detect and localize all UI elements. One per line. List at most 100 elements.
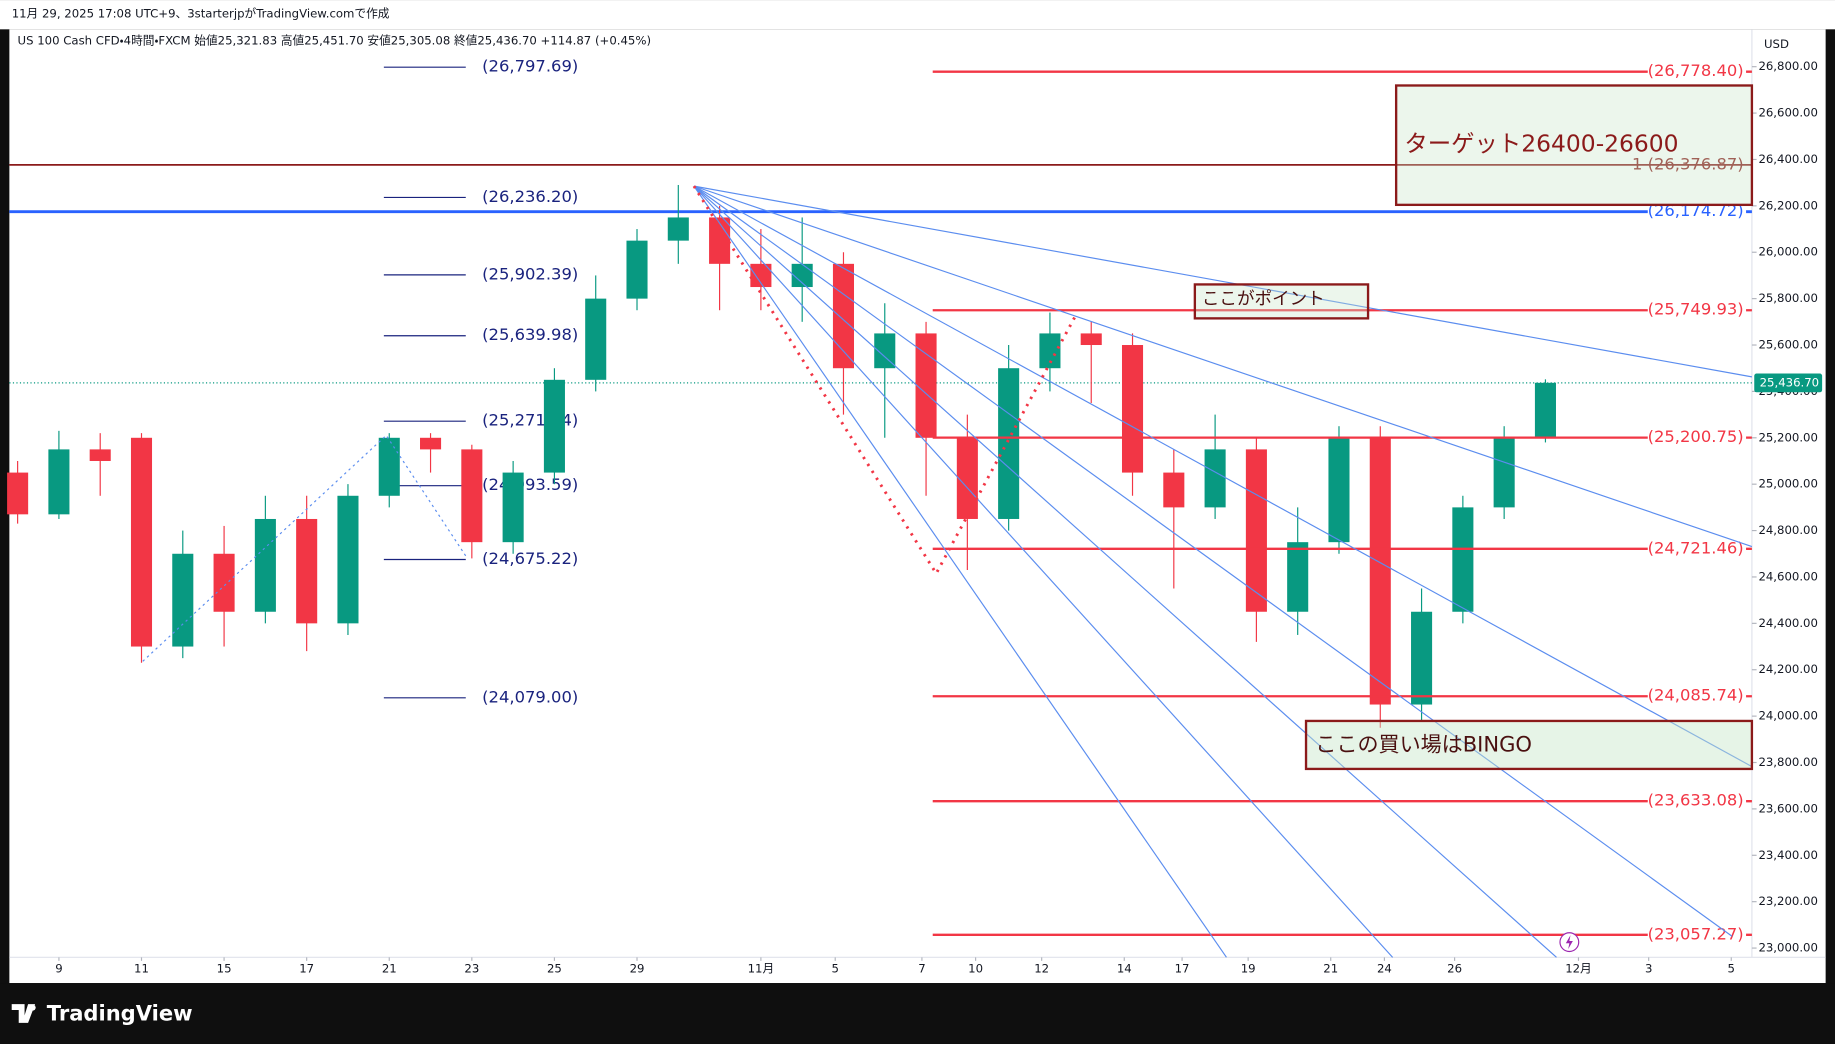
y-tick-label: 24,000.00: [1758, 709, 1817, 723]
candle-body: [1493, 437, 1515, 508]
candle-body: [667, 217, 689, 241]
label-bg: [1647, 299, 1747, 321]
y-tick-label: 23,800.00: [1758, 755, 1817, 769]
candle-body: [832, 263, 855, 369]
x-tick-label: 17: [1175, 962, 1190, 976]
fib-level-label: (25,902.39): [482, 264, 578, 283]
y-tick-label: 26,000.00: [1758, 245, 1817, 259]
x-tick-label: 10: [968, 962, 983, 976]
x-tick-label: 3: [1645, 962, 1652, 976]
x-tick-label: 11月: [748, 962, 775, 976]
label-bg: [1647, 685, 1747, 707]
candle-body: [1245, 449, 1267, 612]
fan-line: [693, 185, 1753, 548]
bingo-box: [1304, 719, 1754, 771]
candle-body: [1452, 507, 1474, 612]
x-tick-label: 29: [630, 962, 645, 976]
label-bg: [1647, 538, 1747, 560]
x-tick-label: 7: [918, 962, 925, 976]
candle-body: [1163, 472, 1185, 508]
y-tick-label: 24,600.00: [1758, 569, 1817, 583]
x-tick-label: 5: [831, 962, 838, 976]
fib-level-label: (24,993.59): [482, 475, 578, 494]
candle-body: [130, 437, 153, 647]
candle-body: [378, 437, 400, 496]
candle-body: [874, 333, 896, 369]
x-tick-label: 15: [217, 962, 232, 976]
y-tick-label: 24,200.00: [1758, 662, 1817, 676]
fib-level-label: (24,675.22): [482, 549, 578, 568]
candle-body: [1534, 382, 1556, 438]
level-label: (24,085.74): [1648, 686, 1744, 705]
annotation: ターゲット26400-26600: [1404, 130, 1678, 158]
candle-body: [543, 379, 565, 473]
event-icon-glyph: [1565, 935, 1573, 950]
point-box: [1193, 283, 1370, 320]
x-tick-label: 21: [382, 962, 397, 976]
blue-dotted-path: [142, 434, 467, 662]
candle-body: [7, 472, 29, 515]
fan-line: [693, 185, 1753, 378]
fan-line: [693, 185, 1227, 958]
candle-body: [172, 553, 194, 647]
candle-body: [1369, 437, 1391, 705]
caption: 11月 29, 2025 17:08 UTC+9、3starterjpがTrad…: [12, 7, 390, 21]
candle-body: [1121, 345, 1144, 473]
fan-line: [693, 185, 1733, 937]
y-tick-label: 26,200.00: [1758, 198, 1817, 212]
label-bg: [1647, 427, 1747, 449]
trend-fan: [693, 185, 1753, 958]
x-tick-label: 17: [299, 962, 314, 976]
annotation: ここがポイント: [1202, 290, 1325, 310]
candle-body: [1204, 449, 1226, 508]
level-label: (24,721.46): [1648, 538, 1744, 557]
brand-logo-dot: [29, 1004, 36, 1011]
fib-level-label: (26,236.20): [482, 187, 578, 206]
candle-body: [915, 333, 937, 438]
x-tick-label: 11: [134, 962, 149, 976]
target-box: [1394, 84, 1754, 207]
y-tick-label: 23,400.00: [1758, 848, 1817, 862]
y-tick-label: 26,400.00: [1758, 152, 1817, 166]
candle-body: [1039, 333, 1061, 369]
y-tick-label: 25,800.00: [1758, 291, 1817, 305]
last-price-label: 25,436.70: [1760, 375, 1819, 389]
x-tick-label: 24: [1377, 962, 1392, 976]
candle-body: [337, 495, 359, 624]
candle-body: [89, 449, 111, 461]
level-label: (23,057.27): [1648, 924, 1744, 943]
y-tick-label: 25,200.00: [1758, 430, 1817, 444]
currency: USD: [1764, 37, 1789, 51]
candle-body: [1328, 437, 1350, 543]
y-tick-label: 23,200.00: [1758, 894, 1817, 908]
level-label: (25,200.75): [1648, 427, 1744, 446]
candle-body: [502, 472, 524, 543]
candle-body: [998, 368, 1020, 519]
y-tick-label: 24,800.00: [1758, 523, 1817, 537]
y-tick-label: 26,800.00: [1758, 59, 1817, 73]
x-tick-label: 9: [55, 962, 62, 976]
x-tick-label: 5: [1728, 962, 1735, 976]
label-bg: [1647, 924, 1747, 946]
level-label: (25,749.93): [1648, 300, 1744, 319]
symbol-info: US 100 Cash CFD・4時間・FXCM 始値25,321.83 高値2…: [18, 34, 651, 48]
candle-body: [626, 240, 648, 299]
brand-logo: [11, 1004, 36, 1023]
x-tick-label: 12月: [1565, 962, 1592, 976]
y-tick-label: 26,600.00: [1758, 106, 1817, 120]
fib-level-label: (26,797.69): [482, 57, 578, 76]
candle-body: [956, 437, 978, 519]
candle-body: [791, 263, 813, 288]
target-line-label: 1 (26,376.87): [1632, 154, 1744, 173]
annotation: ここの買い場はBINGO: [1315, 732, 1532, 757]
caption-bar: [0, 0, 1835, 30]
x-tick-label: 25: [547, 962, 562, 976]
candle-body: [296, 518, 318, 624]
candle-body: [1080, 333, 1102, 346]
fan-line: [693, 185, 1753, 768]
x-tick-label: 14: [1117, 962, 1132, 976]
label-bg: [1647, 61, 1747, 83]
candle-body: [1287, 542, 1309, 612]
